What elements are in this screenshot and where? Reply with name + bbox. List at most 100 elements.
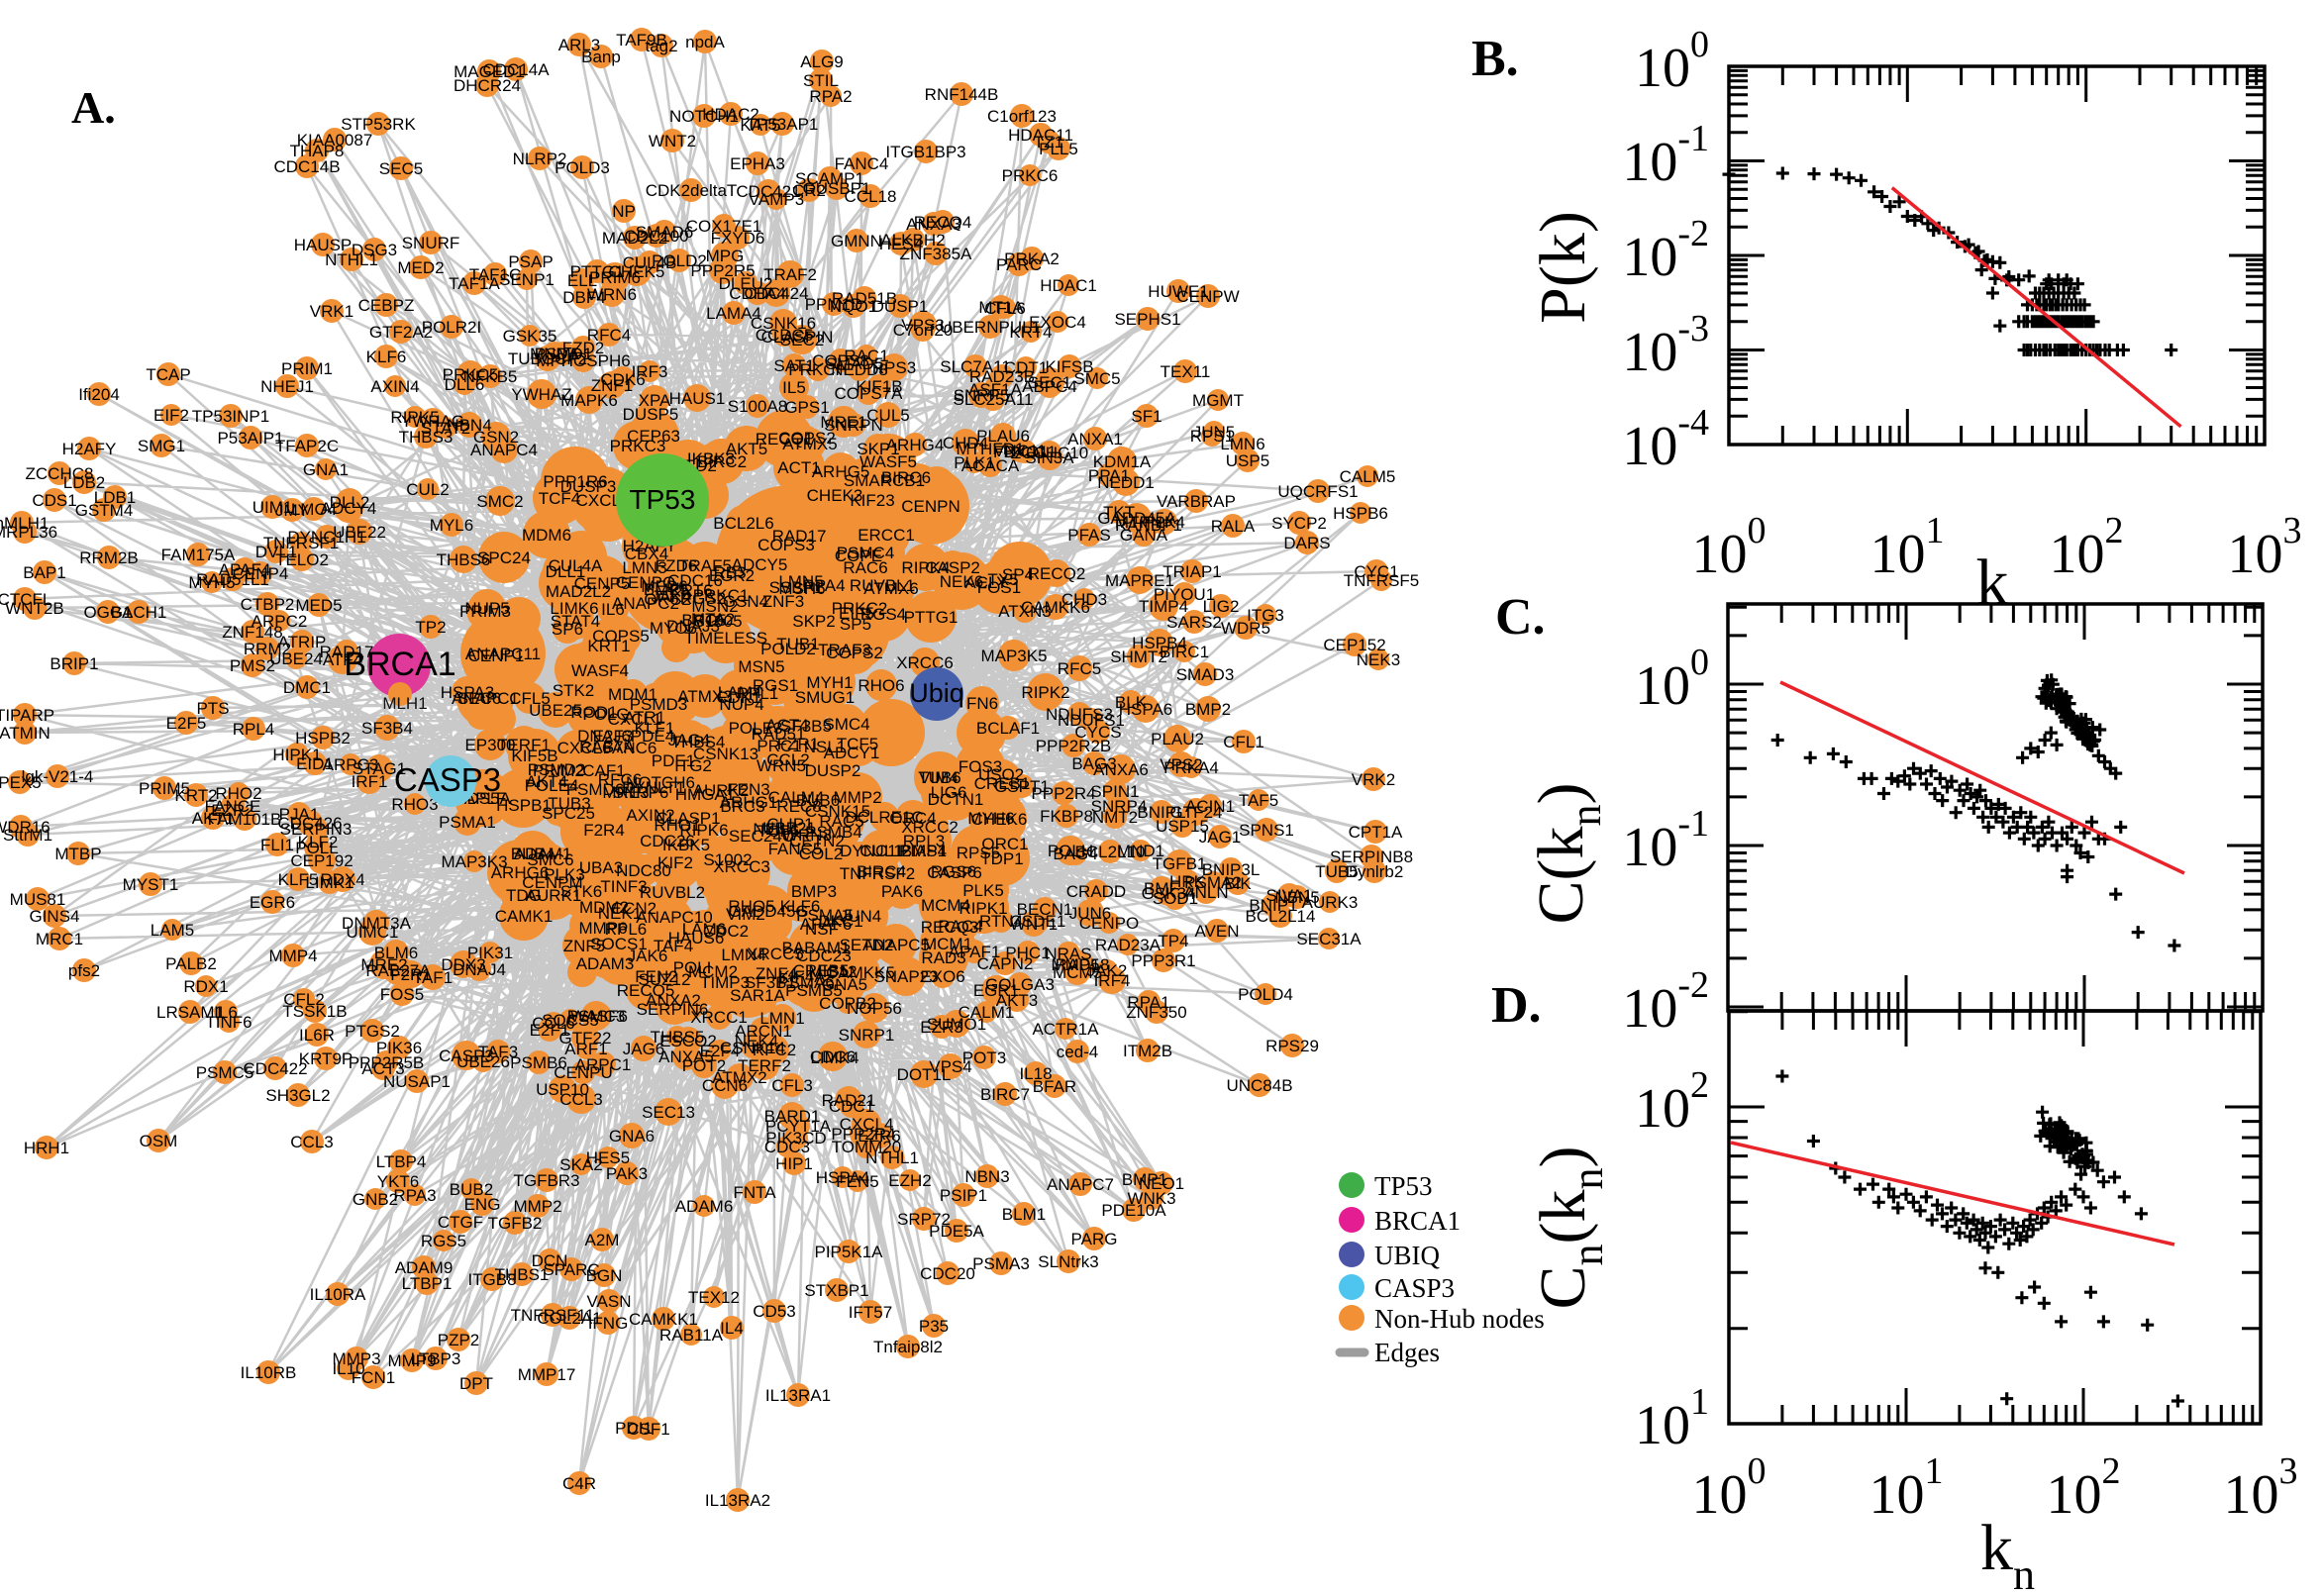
svg-text:DARS: DARS — [1283, 534, 1330, 552]
svg-text:KRT1: KRT1 — [587, 637, 630, 655]
svg-text:ADAM6: ADAM6 — [675, 1197, 734, 1216]
svg-text:MMP6: MMP6 — [578, 919, 627, 938]
svg-text:CENPU: CENPU — [554, 1063, 613, 1082]
svg-text:RECQ4: RECQ4 — [914, 213, 972, 232]
svg-text:UBE24: UBE24 — [269, 649, 323, 668]
svg-text:WNT2B: WNT2B — [5, 599, 64, 618]
svg-text:PTTG1: PTTG1 — [904, 608, 959, 627]
svg-text:LIMK4: LIMK4 — [810, 1048, 858, 1067]
svg-text:PPP2R4: PPP2R4 — [831, 1125, 895, 1144]
svg-text:BIRC4: BIRC4 — [857, 862, 906, 881]
svg-text:Edges: Edges — [1374, 1338, 1440, 1367]
svg-text:IL13RA1: IL13RA1 — [765, 1386, 831, 1405]
svg-text:Banp: Banp — [581, 48, 621, 66]
svg-text:ced-4: ced-4 — [1057, 1043, 1099, 1061]
svg-text:AKT1: AKT1 — [192, 809, 235, 828]
svg-text:KLF6: KLF6 — [366, 348, 407, 366]
svg-text:SPC24: SPC24 — [477, 549, 531, 567]
svg-text:RAB27A: RAB27A — [365, 961, 431, 980]
svg-text:CASP3: CASP3 — [394, 761, 501, 798]
svg-text:RRM2B: RRM2B — [79, 549, 139, 567]
svg-text:RAD3: RAD3 — [921, 948, 965, 967]
svg-text:ACT3: ACT3 — [361, 1059, 404, 1078]
svg-text:KDM1A: KDM1A — [1093, 452, 1152, 471]
svg-text:E2F4: E2F4 — [700, 1042, 741, 1060]
svg-text:VPS3: VPS3 — [901, 316, 944, 335]
svg-text:CCL18: CCL18 — [845, 187, 897, 206]
svg-text:STXBP1: STXBP1 — [804, 1281, 868, 1300]
svg-text:XPA: XPA — [639, 391, 671, 410]
svg-text:SLNtrk3: SLNtrk3 — [1038, 1252, 1098, 1271]
svg-text:PRKA2: PRKA2 — [1004, 249, 1060, 268]
svg-text:RFC5: RFC5 — [1058, 659, 1101, 678]
svg-text:COPE: COPE — [835, 547, 882, 565]
svg-text:EPHA3: EPHA3 — [730, 154, 785, 173]
svg-text:SEC2: SEC2 — [780, 331, 824, 349]
svg-text:A.: A. — [71, 82, 116, 133]
svg-text:BRCA1: BRCA1 — [344, 646, 455, 683]
svg-text:CYCS: CYCS — [1074, 723, 1121, 742]
svg-text:PRIM6: PRIM6 — [589, 268, 641, 287]
svg-text:BFAR: BFAR — [1033, 1077, 1076, 1096]
svg-text:ZNF1: ZNF1 — [591, 376, 634, 395]
svg-text:E2F5: E2F5 — [166, 714, 207, 733]
svg-text:POLD4: POLD4 — [1238, 985, 1293, 1004]
svg-text:RGS5: RGS5 — [421, 1232, 466, 1250]
svg-text:ADAM1: ADAM1 — [514, 845, 572, 863]
svg-text:POLD3: POLD3 — [555, 158, 610, 177]
svg-text:NBN3: NBN3 — [964, 1167, 1009, 1186]
svg-text:LTBP4: LTBP4 — [376, 1152, 427, 1171]
svg-text:KRT6: KRT6 — [669, 581, 712, 600]
svg-text:RGS6: RGS6 — [931, 862, 976, 881]
svg-text:RALA: RALA — [1211, 517, 1256, 536]
svg-text:RHO5: RHO5 — [728, 897, 774, 916]
svg-text:TRAF2: TRAF2 — [763, 265, 817, 284]
svg-text:HSPB2: HSPB2 — [295, 729, 351, 748]
svg-text:HDAC2: HDAC2 — [702, 105, 759, 124]
svg-text:TEX11: TEX11 — [1161, 362, 1211, 381]
svg-text:CEP192: CEP192 — [290, 851, 353, 870]
svg-text:CCL3: CCL3 — [559, 1090, 602, 1109]
svg-text:OSM: OSM — [140, 1132, 178, 1150]
svg-text:ITGB8: ITGB8 — [467, 1270, 516, 1289]
svg-text:PLAU6: PLAU6 — [976, 427, 1030, 446]
svg-text:GNA5: GNA5 — [822, 975, 867, 994]
svg-text:MDM2: MDM2 — [579, 898, 629, 917]
svg-text:RPS29: RPS29 — [1265, 1037, 1319, 1055]
svg-text:CEBPZ: CEBPZ — [358, 296, 415, 315]
svg-text:TCF5: TCF5 — [837, 735, 879, 753]
svg-text:WNT2: WNT2 — [649, 132, 696, 150]
svg-text:DCTN1: DCTN1 — [928, 790, 984, 809]
svg-text:ZNF5: ZNF5 — [563, 937, 606, 955]
svg-text:CASP3: CASP3 — [439, 1047, 494, 1065]
svg-text:BLM1: BLM1 — [1002, 1205, 1046, 1224]
svg-text:THBS5: THBS5 — [651, 1028, 705, 1047]
svg-text:PHC1: PHC1 — [1005, 944, 1050, 962]
svg-text:S100A8: S100A8 — [728, 397, 788, 416]
svg-text:POLR2I: POLR2I — [422, 318, 481, 337]
svg-text:RAC4: RAC4 — [938, 917, 982, 936]
svg-text:IL5: IL5 — [782, 378, 806, 397]
svg-text:TINF6: TINF6 — [205, 1013, 252, 1032]
svg-text:PDE5A: PDE5A — [929, 1222, 984, 1241]
svg-text:MTBP: MTBP — [54, 845, 101, 863]
svg-text:PDI1: PDI1 — [615, 1419, 653, 1438]
svg-text:FKBP8: FKBP8 — [1040, 807, 1093, 826]
svg-text:MED2: MED2 — [397, 258, 444, 277]
svg-text:DNAJ3: DNAJ3 — [666, 617, 720, 636]
svg-text:SYCP2: SYCP2 — [1271, 514, 1327, 533]
svg-text:TP53INP1: TP53INP1 — [192, 407, 269, 426]
svg-text:TAF5: TAF5 — [1239, 791, 1278, 810]
svg-text:COPS7A: COPS7A — [835, 384, 904, 403]
svg-text:RPL4: RPL4 — [233, 720, 275, 739]
svg-text:EIF2: EIF2 — [153, 406, 189, 425]
svg-text:TP4: TP4 — [1158, 932, 1188, 950]
svg-text:CCL3: CCL3 — [290, 1133, 333, 1151]
svg-text:CSNK16: CSNK16 — [751, 314, 816, 333]
svg-text:TNFRSF5: TNFRSF5 — [1344, 571, 1420, 590]
svg-text:NP: NP — [612, 202, 636, 221]
svg-text:CENPN: CENPN — [901, 497, 960, 516]
svg-text:C4R: C4R — [562, 1474, 596, 1493]
svg-text:CPT1A: CPT1A — [1349, 823, 1403, 842]
svg-text:MMP17: MMP17 — [518, 1365, 576, 1384]
